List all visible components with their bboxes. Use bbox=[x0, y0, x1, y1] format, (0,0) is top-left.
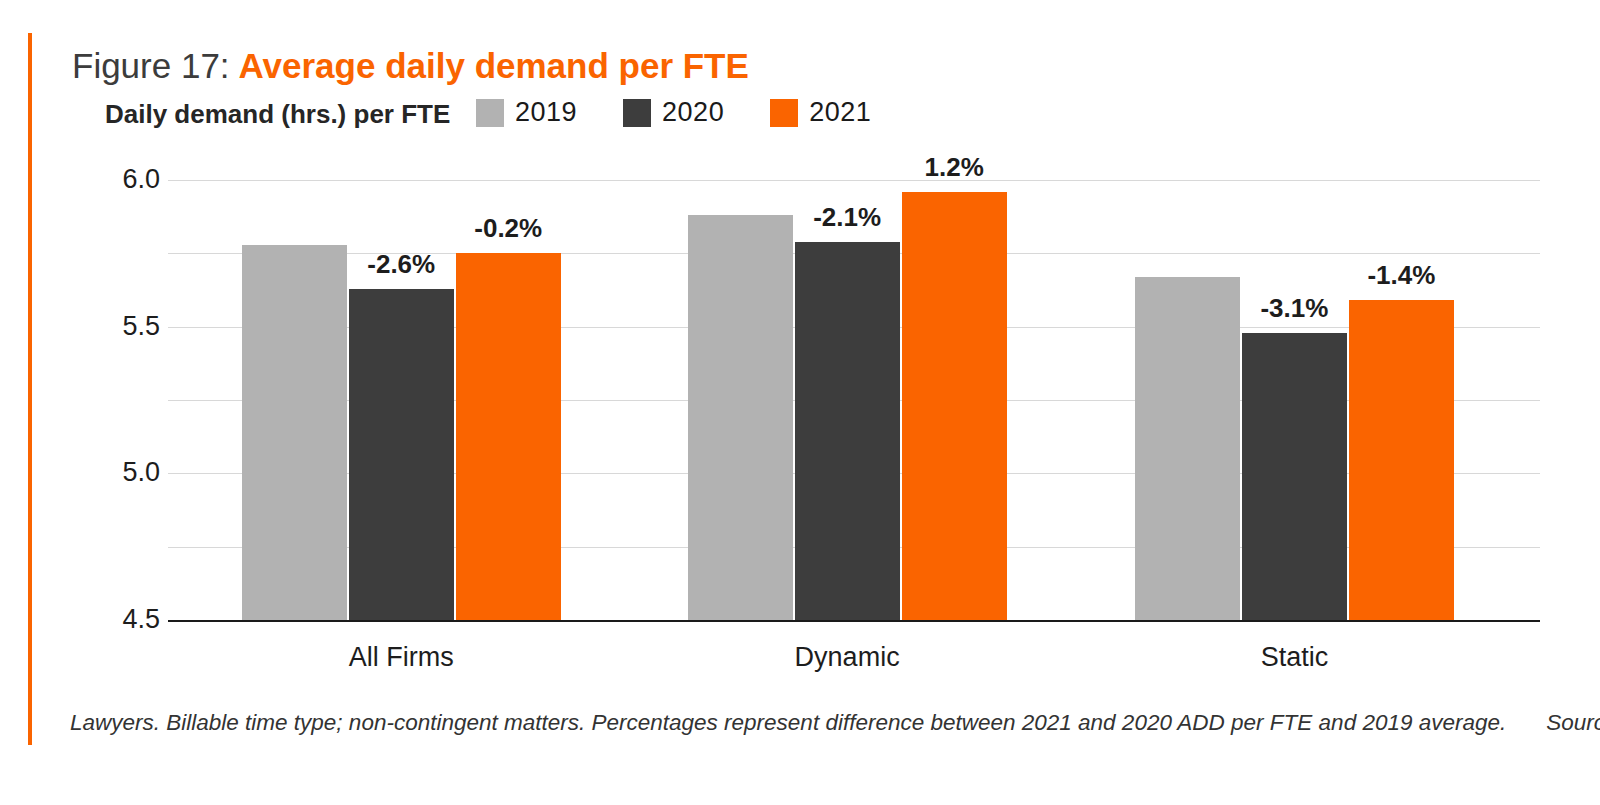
bar-group-all-firms: -2.6%-0.2% bbox=[242, 245, 561, 621]
legend-label: 2019 bbox=[515, 97, 577, 128]
legend-item-2020: 2020 bbox=[623, 97, 724, 128]
bar-value-label: -3.1% bbox=[1260, 293, 1328, 324]
gridline bbox=[168, 180, 1540, 181]
legend: 2019 2020 2021 bbox=[476, 97, 871, 128]
bar-value-label: -2.6% bbox=[367, 249, 435, 280]
legend-swatch-2020 bbox=[623, 99, 651, 127]
bar-value-label: -0.2% bbox=[474, 213, 542, 244]
source-credit: Source: Thomson Reuters 2022 bbox=[1546, 710, 1600, 736]
bar-value-label: -2.1% bbox=[813, 202, 881, 233]
bar-2021-all-firms: -0.2% bbox=[456, 253, 561, 620]
bar-group-dynamic: -2.1%1.2% bbox=[688, 192, 1007, 620]
bar-group-static: -3.1%-1.4% bbox=[1135, 277, 1454, 620]
y-axis-tick-label: 4.5 bbox=[85, 604, 160, 635]
bar-2021-dynamic: 1.2% bbox=[902, 192, 1007, 620]
legend-item-2019: 2019 bbox=[476, 97, 577, 128]
figure-title-main: Average daily demand per FTE bbox=[239, 46, 749, 85]
bar-2021-static: -1.4% bbox=[1349, 300, 1454, 620]
bar-2019-static bbox=[1135, 277, 1240, 620]
figure-title: Figure 17:Average daily demand per FTE bbox=[72, 45, 749, 87]
category-label-all-firms: All Firms bbox=[349, 642, 454, 673]
bar-2020-static: -3.1% bbox=[1242, 333, 1347, 621]
bar-2019-dynamic bbox=[688, 215, 793, 620]
bar-2020-all-firms: -2.6% bbox=[349, 289, 454, 621]
footnote: Lawyers. Billable time type; non-conting… bbox=[70, 710, 1506, 736]
legend-swatch-2021 bbox=[770, 99, 798, 127]
category-label-dynamic: Dynamic bbox=[795, 642, 900, 673]
y-axis-title: Daily demand (hrs.) per FTE bbox=[105, 99, 450, 130]
bar-value-label: 1.2% bbox=[924, 152, 983, 183]
legend-label: 2021 bbox=[809, 97, 871, 128]
accent-bar bbox=[28, 33, 32, 745]
figure-title-prefix: Figure 17: bbox=[72, 46, 230, 85]
category-label-static: Static bbox=[1261, 642, 1329, 673]
bar-2020-dynamic: -2.1% bbox=[795, 242, 900, 620]
bar-chart-plot-area: 4.55.05.56.0-2.6%-0.2%All Firms-2.1%1.2%… bbox=[168, 180, 1540, 622]
bar-2019-all-firms bbox=[242, 245, 347, 621]
y-axis-tick-label: 5.5 bbox=[85, 311, 160, 342]
bar-value-label: -1.4% bbox=[1367, 260, 1435, 291]
legend-swatch-2019 bbox=[476, 99, 504, 127]
figure-card: Figure 17:Average daily demand per FTE D… bbox=[0, 0, 1600, 805]
legend-item-2021: 2021 bbox=[770, 97, 871, 128]
y-axis-tick-label: 6.0 bbox=[85, 164, 160, 195]
y-axis-tick-label: 5.0 bbox=[85, 457, 160, 488]
footer: Lawyers. Billable time type; non-conting… bbox=[70, 710, 1510, 736]
legend-label: 2020 bbox=[662, 97, 724, 128]
